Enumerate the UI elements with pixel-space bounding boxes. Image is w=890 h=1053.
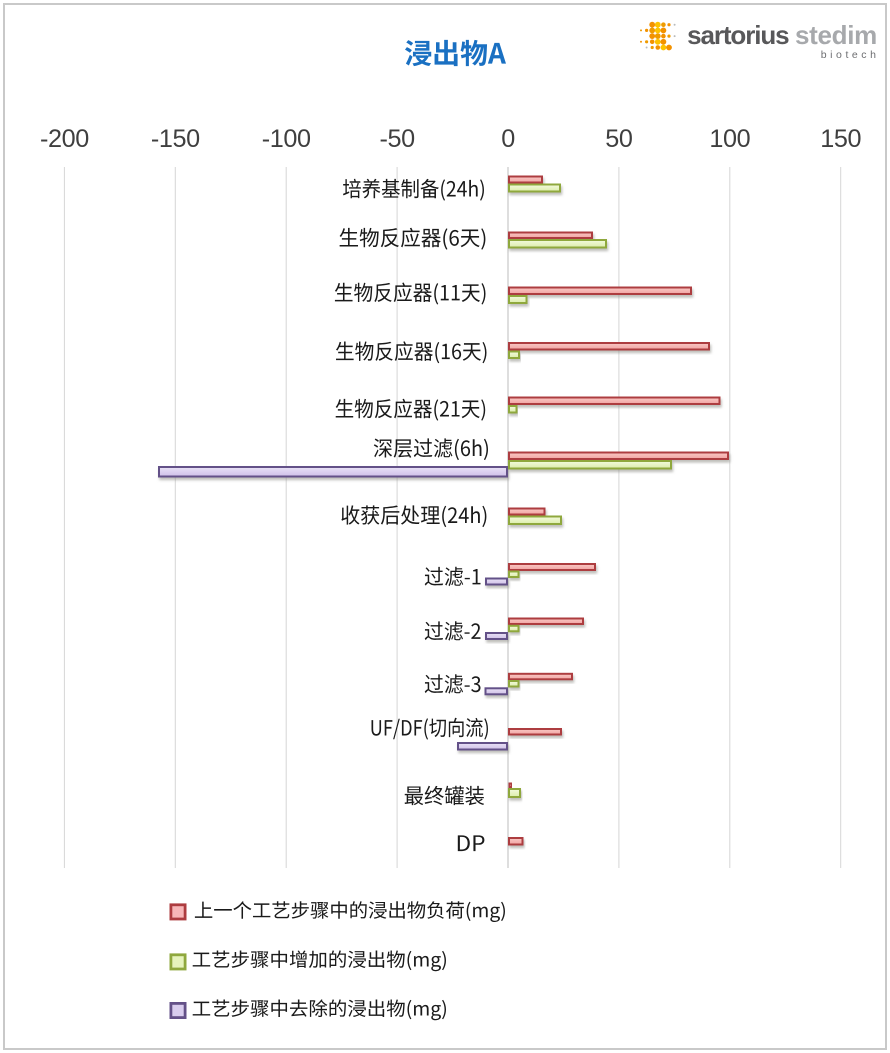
svg-text:0: 0 — [501, 125, 515, 153]
svg-text:stedim: stedim — [795, 20, 877, 50]
svg-text:-50: -50 — [379, 125, 415, 153]
svg-text:100: 100 — [709, 125, 750, 153]
svg-text:sartorius: sartorius — [687, 20, 789, 50]
svg-text:-150: -150 — [151, 125, 200, 153]
svg-text:50: 50 — [605, 125, 633, 153]
svg-text:biotech: biotech — [821, 49, 880, 61]
svg-text:-100: -100 — [262, 125, 311, 153]
svg-text:-200: -200 — [40, 125, 89, 153]
svg-text:150: 150 — [820, 125, 861, 153]
